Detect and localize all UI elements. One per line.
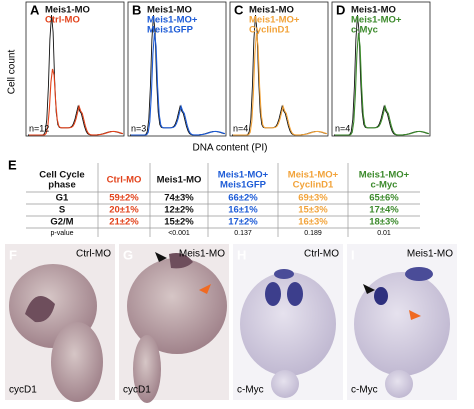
embryo (51, 322, 103, 402)
arrowhead (363, 284, 375, 294)
panel-label: Meis1-MO (249, 5, 294, 16)
n-label: n=3 (131, 123, 146, 133)
arrowhead (199, 284, 211, 294)
n-label: n=4 (335, 123, 350, 133)
n-label: n=12 (29, 123, 49, 133)
stain-label: c-Myc (237, 385, 264, 396)
embryo (127, 258, 227, 354)
stain (405, 267, 433, 281)
panel-label: Ctrl-MO (76, 249, 111, 260)
header-cell: Meis1-MO (157, 175, 202, 186)
panel-label: CyclinD1 (249, 25, 290, 36)
table-cell: S (59, 205, 65, 216)
image-panels: F Ctrl-MO cycD1 G Meis1-MO cycD1 H Ctrl-MO c-Myc… (5, 244, 457, 403)
panel-frame (229, 1, 329, 137)
eye (25, 296, 55, 323)
panel-frame (127, 1, 227, 137)
header-cell: Ctrl-MO (107, 175, 142, 186)
n-label: n=4 (233, 123, 248, 133)
header-cell: phase (48, 180, 75, 191)
table-cell: 12±2% (164, 205, 194, 216)
panel-letter: E (8, 157, 17, 172)
stain (265, 282, 281, 306)
table-cell: 21±2% (109, 217, 139, 228)
panel-label: Meis1-MO (407, 249, 453, 260)
table-cell: 20±1% (109, 205, 139, 216)
panel-letter: C (234, 2, 244, 17)
panel-letter: A (30, 2, 40, 17)
panel-label: Meis1-MO+ (147, 15, 198, 26)
histogram-curve (335, 32, 430, 136)
table-cell: 17±4% (369, 205, 399, 216)
stain-label: cycD1 (9, 385, 37, 396)
panel-label: Meis1-MO (179, 249, 225, 260)
stain (169, 253, 193, 269)
panel-letter: B (132, 2, 141, 17)
p-value: 0.189 (304, 230, 322, 237)
panel-label: Meis1-MO+ (351, 15, 402, 26)
embryo (133, 335, 161, 403)
panel-letter: G (123, 247, 133, 262)
p-value: <0.001 (168, 230, 190, 237)
table-cell: 65±6% (369, 193, 399, 204)
embryo (240, 272, 336, 376)
stain (274, 269, 294, 279)
header-cell: c-Myc (371, 180, 398, 191)
panel-letter: H (237, 247, 246, 262)
stain (287, 282, 303, 306)
table-cell: 15±3% (298, 205, 328, 216)
stain (374, 287, 388, 305)
histogram-curve (28, 14, 123, 136)
panel-frame (331, 1, 431, 137)
embryo (271, 370, 299, 398)
arrowhead (155, 252, 167, 262)
table-cell: 66±2% (228, 193, 258, 204)
y-axis-label: Cell count (7, 50, 18, 95)
panel-label: Meis1GFP (147, 25, 194, 36)
stain-label: c-Myc (351, 385, 378, 396)
histogram-curve (233, 32, 328, 136)
header-cell: Meis1GFP (220, 180, 267, 191)
panel-letter: I (351, 247, 355, 262)
table-cell: G2/M (50, 217, 73, 228)
panel-label: Meis1-MO (147, 5, 192, 16)
panel-label: c-Myc (351, 25, 378, 36)
table-cell: 15±2% (164, 217, 194, 228)
table-cell: 16±1% (228, 205, 258, 216)
table-cell: 18±3% (369, 217, 399, 228)
header-cell: Meis1-MO+ (218, 170, 269, 181)
panel-frame (25, 1, 125, 137)
table-cell: 17±2% (228, 217, 258, 228)
arrowhead (409, 310, 421, 320)
header-cell: Cell Cycle (39, 170, 84, 181)
table-cell: 16±3% (298, 217, 328, 228)
stain-label: cycD1 (123, 385, 151, 396)
panel-letter: F (9, 247, 17, 262)
header-cell: CyclinD1 (293, 180, 334, 191)
panel-label: Ctrl-MO (304, 249, 339, 260)
panel-label: Meis1-MO (45, 5, 90, 16)
p-value-label: p-value (51, 230, 74, 237)
panel-label: Meis1-MO (351, 5, 396, 16)
panel-label: Meis1-MO+ (249, 15, 300, 26)
panel-label: Ctrl-MO (45, 15, 80, 26)
table-cell: G1 (56, 193, 69, 204)
table-cell: 59±2% (109, 193, 139, 204)
panel-letter: D (336, 2, 345, 17)
embryo (385, 370, 413, 398)
p-value: 0.137 (234, 230, 252, 237)
header-cell: Meis1-MO+ (359, 170, 410, 181)
histogram-curve (29, 68, 124, 136)
histogram-curve (334, 14, 429, 136)
header-cell: Meis1-MO+ (288, 170, 339, 181)
p-value: 0.01 (377, 230, 391, 237)
table-cell: 69±3% (298, 193, 328, 204)
histogram-curve (131, 32, 226, 136)
table-cell: 74±3% (164, 193, 194, 204)
x-axis-label: DNA content (PI) (192, 143, 267, 154)
